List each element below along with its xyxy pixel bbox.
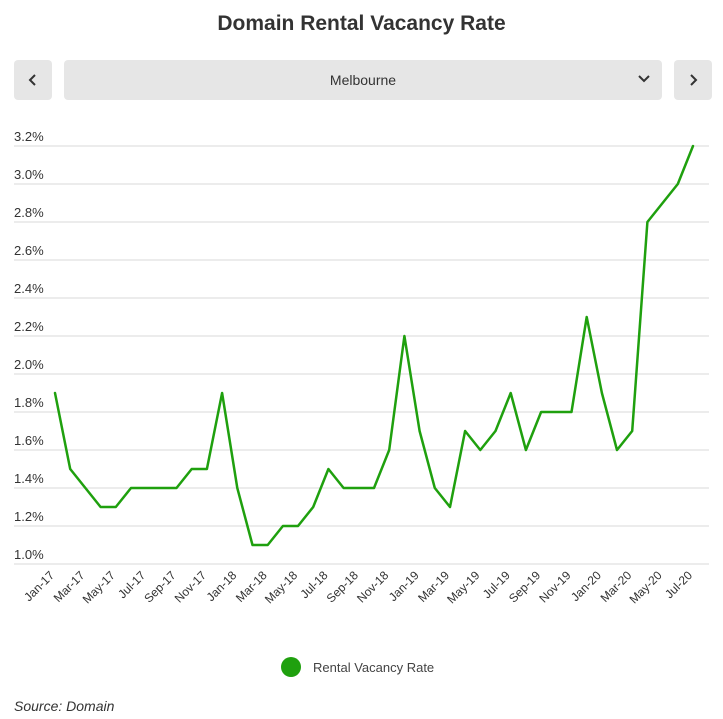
data-point[interactable] (113, 504, 119, 510)
x-tick-label: May-18 (262, 568, 300, 606)
x-tick-label: Jul-20 (662, 568, 695, 601)
data-point[interactable] (204, 466, 210, 472)
y-tick-label: 2.2% (14, 319, 44, 334)
y-tick-label: 2.4% (14, 281, 44, 296)
data-point[interactable] (417, 428, 423, 434)
data-point[interactable] (401, 333, 407, 339)
data-point[interactable] (174, 485, 180, 491)
data-point[interactable] (568, 409, 574, 415)
data-point[interactable] (325, 466, 331, 472)
data-point[interactable] (67, 466, 73, 472)
data-point[interactable] (265, 542, 271, 548)
y-tick-label: 1.6% (14, 433, 44, 448)
data-point[interactable] (219, 390, 225, 396)
x-tick-label: Jan-17 (21, 568, 57, 604)
data-point[interactable] (493, 428, 499, 434)
data-point[interactable] (371, 485, 377, 491)
data-point[interactable] (614, 447, 620, 453)
x-tick-label: Jan-20 (568, 568, 604, 604)
data-point[interactable] (523, 447, 529, 453)
chevron-left-icon (28, 74, 36, 86)
x-tick-label: Sep-18 (324, 568, 361, 605)
x-tick-label: May-20 (627, 568, 665, 606)
data-point[interactable] (341, 485, 347, 491)
y-tick-label: 1.4% (14, 471, 44, 486)
data-point[interactable] (477, 447, 483, 453)
data-point[interactable] (508, 390, 514, 396)
data-point[interactable] (128, 485, 134, 491)
next-button[interactable] (674, 60, 712, 100)
legend[interactable]: Rental Vacancy Rate (281, 656, 434, 678)
y-tick-label: 2.8% (14, 205, 44, 220)
x-tick-label: Nov-19 (536, 568, 573, 605)
data-point[interactable] (98, 504, 104, 510)
data-point[interactable] (538, 409, 544, 415)
data-point[interactable] (386, 447, 392, 453)
data-point[interactable] (553, 409, 559, 415)
data-point[interactable] (584, 314, 590, 320)
x-tick-label: Nov-17 (172, 568, 209, 605)
chevron-right-icon (690, 74, 698, 86)
legend-label: Rental Vacancy Rate (313, 659, 435, 675)
data-point[interactable] (143, 485, 149, 491)
data-point[interactable] (189, 466, 195, 472)
y-tick-label: 1.8% (14, 395, 44, 410)
y-tick-label: 1.2% (14, 509, 44, 524)
city-select[interactable]: Melbourne (64, 60, 662, 100)
x-tick-label: Sep-17 (141, 568, 178, 605)
data-point[interactable] (295, 523, 301, 529)
x-tick-label: Sep-19 (506, 568, 543, 605)
data-point[interactable] (249, 542, 255, 548)
chevron-down-icon (638, 75, 650, 83)
y-tick-label: 3.0% (14, 167, 44, 182)
data-point[interactable] (158, 485, 164, 491)
x-tick-label: May-17 (80, 568, 118, 606)
x-tick-label: Jan-18 (204, 568, 240, 604)
x-tick-label: Nov-18 (354, 568, 391, 605)
x-tick-label: Jan-19 (386, 568, 422, 604)
data-point[interactable] (660, 200, 666, 206)
data-point[interactable] (644, 219, 650, 225)
data-point[interactable] (599, 390, 605, 396)
data-point[interactable] (447, 504, 453, 510)
data-point[interactable] (82, 485, 88, 491)
data-point[interactable] (280, 523, 286, 529)
chart-title: Domain Rental Vacancy Rate (217, 12, 506, 35)
data-point[interactable] (234, 485, 240, 491)
data-point[interactable] (462, 428, 468, 434)
data-point[interactable] (629, 428, 635, 434)
source-note: Source: Domain (14, 698, 115, 714)
data-point[interactable] (432, 485, 438, 491)
line-chart: 1.0% 1.2% 1.4% 1.6% 1.8% 2.0% 2.2% 2.4% 2.6% 2.8%… (14, 129, 709, 606)
y-tick-label: 3.2% (14, 129, 44, 144)
data-point[interactable] (356, 485, 362, 491)
y-tick-label: 1.0% (14, 547, 44, 562)
data-point[interactable] (690, 143, 696, 149)
legend-marker (281, 657, 301, 677)
city-select-value: Melbourne (329, 72, 397, 88)
y-tick-label: 2.6% (14, 243, 44, 258)
previous-button[interactable] (14, 60, 52, 100)
x-tick-label: May-19 (444, 568, 482, 606)
y-tick-label: 2.0% (14, 357, 44, 372)
data-point[interactable] (675, 181, 681, 187)
data-point[interactable] (52, 390, 58, 396)
series-line[interactable] (53, 144, 695, 547)
data-point[interactable] (310, 504, 316, 510)
